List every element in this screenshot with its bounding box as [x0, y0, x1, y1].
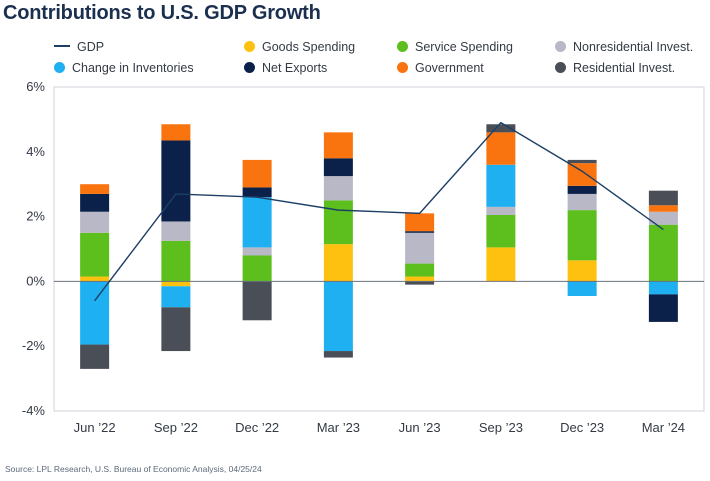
bar-segment-goods-spending	[80, 276, 110, 282]
bar-segment-net-exports	[648, 294, 678, 322]
x-tick-label: Mar ’24	[642, 420, 685, 435]
bar-segment-net-exports	[242, 187, 272, 198]
bar-segment-government	[323, 132, 353, 159]
bar-segment-service-spending	[567, 210, 597, 261]
bar-segment-government	[567, 163, 597, 186]
legend-label: Residential Invest.	[573, 61, 676, 75]
bar-segment-service-spending	[486, 214, 516, 248]
bar-segment-government	[161, 124, 191, 141]
y-tick-label: 6%	[26, 79, 45, 94]
legend-label: Nonresidential Invest.	[573, 40, 694, 54]
legend-item-service-spending: Service Spending	[397, 40, 513, 54]
legend-item-nonresidential-invest: Nonresidential Invest.	[555, 40, 693, 54]
legend-swatch-nonresidential-invest	[555, 41, 566, 52]
bar-segment-service-spending	[323, 200, 353, 245]
source-note: Source: LPL Research, U.S. Bureau of Eco…	[5, 464, 262, 474]
bar-segment-service-spending	[80, 232, 110, 277]
bar-segment-residential-invest	[405, 281, 435, 285]
bar-segment-service-spending	[242, 255, 272, 282]
x-tick-label: Jun ’23	[399, 420, 441, 435]
bar-segment-net-exports	[567, 185, 597, 194]
y-tick-label: 4%	[26, 144, 45, 159]
legend-swatch-net-exports	[244, 62, 255, 73]
legend-item-goods-spending: Goods Spending	[244, 40, 355, 54]
x-tick-label: Sep ’22	[154, 420, 198, 435]
bar-segment-change-in-inventories	[80, 281, 110, 345]
y-tick-label: 2%	[26, 209, 45, 224]
x-tick-label: Dec ’23	[560, 420, 604, 435]
legend-label: Service Spending	[415, 40, 513, 54]
bar-segment-goods-spending	[405, 276, 435, 282]
bar-segment-nonresidential-invest	[648, 211, 678, 225]
bar-segment-service-spending	[161, 240, 191, 282]
bar-segment-change-in-inventories	[161, 286, 191, 308]
chart-legend: GDP Goods Spending Service Spending Nonr…	[50, 40, 700, 84]
legend-item-net-exports: Net Exports	[244, 61, 327, 75]
legend-item-residential-invest: Residential Invest.	[555, 61, 675, 75]
bar-segment-government	[648, 205, 678, 212]
bar-segment-net-exports	[161, 140, 191, 222]
legend-swatch-gdp	[54, 45, 70, 47]
bar-segment-goods-spending	[567, 260, 597, 282]
bar-segment-goods-spending	[486, 247, 516, 282]
bar-segment-residential-invest	[567, 159, 597, 164]
bar-segment-nonresidential-invest	[80, 211, 110, 233]
bar-segment-government	[486, 132, 516, 165]
bar-segment-residential-invest	[323, 351, 353, 358]
legend-item-government: Government	[397, 61, 484, 75]
legend-label: Goods Spending	[262, 40, 356, 54]
legend-label: Change in Inventories	[72, 61, 194, 75]
bar-segment-nonresidential-invest	[567, 193, 597, 211]
bar-segment-change-in-inventories	[567, 281, 597, 296]
legend-swatch-service-spending	[397, 41, 408, 52]
bar-segment-nonresidential-invest	[242, 247, 272, 256]
bar-segment-goods-spending	[323, 244, 353, 282]
legend-label: Government	[415, 61, 484, 75]
chart-title: Contributions to U.S. GDP Growth	[3, 2, 321, 24]
bar-segment-goods-spending	[161, 281, 191, 287]
x-tick-label: Mar ’23	[317, 420, 360, 435]
plot-area-frame	[53, 86, 705, 412]
legend-item-change-in-inventories: Change in Inventories	[54, 61, 194, 75]
bar-segment-nonresidential-invest	[405, 232, 435, 264]
legend-swatch-change-in-inventories	[54, 62, 65, 73]
x-tick-label: Sep ’23	[479, 420, 523, 435]
bar-segment-residential-invest	[242, 281, 272, 321]
bar-segment-residential-invest	[161, 307, 191, 352]
legend-swatch-goods-spending	[244, 41, 255, 52]
bar-segment-net-exports	[405, 231, 435, 233]
bar-segment-nonresidential-invest	[486, 206, 516, 215]
y-tick-label: -4%	[22, 403, 46, 418]
legend-label: Net Exports	[262, 61, 328, 75]
bar-segment-net-exports	[323, 158, 353, 177]
bar-segment-residential-invest	[80, 344, 110, 369]
x-tick-label: Dec ’22	[235, 420, 279, 435]
y-tick-label: 0%	[26, 273, 45, 288]
legend-item-gdp: GDP	[54, 40, 104, 54]
bar-segment-change-in-inventories	[242, 197, 272, 248]
bar-segment-nonresidential-invest	[161, 221, 191, 241]
bar-segment-government	[80, 184, 110, 194]
bar-segment-government	[242, 159, 272, 188]
y-tick-label: -2%	[22, 338, 46, 353]
bar-segment-change-in-inventories	[486, 164, 516, 207]
bar-segment-change-in-inventories	[323, 281, 353, 352]
bar-segment-nonresidential-invest	[323, 176, 353, 201]
bar-segment-service-spending	[648, 224, 678, 282]
bar-segment-change-in-inventories	[648, 281, 678, 295]
x-tick-label: Jun ’22	[74, 420, 116, 435]
legend-swatch-residential-invest	[555, 62, 566, 73]
legend-swatch-government	[397, 62, 408, 73]
bar-segment-net-exports	[80, 193, 110, 212]
legend-label: GDP	[77, 40, 105, 54]
bar-segment-service-spending	[405, 263, 435, 277]
bar-segment-government	[405, 213, 435, 232]
gdp-line	[94, 121, 664, 302]
bar-segment-residential-invest	[648, 190, 678, 206]
bar-segment-residential-invest	[486, 124, 516, 133]
